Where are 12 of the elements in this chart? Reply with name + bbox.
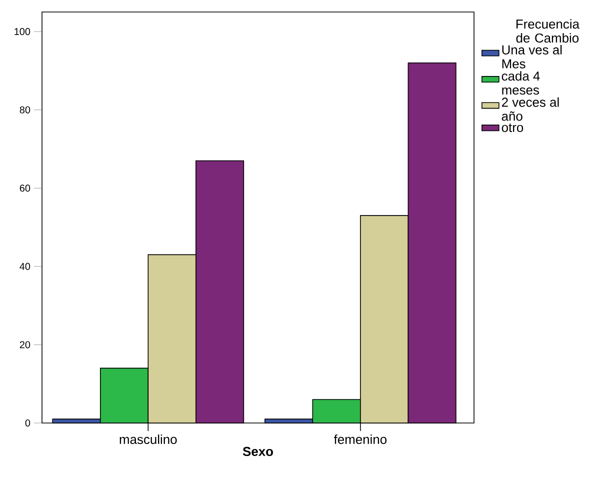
y-tick-label: 0 — [25, 419, 30, 427]
legend-label: otro — [502, 124, 524, 132]
x-tick-label: masculino — [120, 434, 177, 444]
x-axis-title: Sexo — [242, 446, 273, 456]
legend-title: Frecuencia de Cambio — [516, 19, 580, 43]
y-tick-label: 100 — [14, 28, 30, 36]
y-tick-label: 20 — [20, 341, 30, 348]
y-tick-label: 60 — [20, 184, 30, 192]
legend-label: cada 4 meses — [502, 71, 540, 95]
y-tick-label: 40 — [20, 262, 30, 270]
x-tick-label: femenino — [334, 434, 387, 444]
y-tick-label: 80 — [20, 106, 30, 114]
